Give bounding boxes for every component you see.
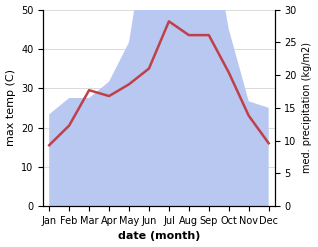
Y-axis label: med. precipitation (kg/m2): med. precipitation (kg/m2) [302, 42, 313, 173]
X-axis label: date (month): date (month) [118, 231, 200, 242]
Y-axis label: max temp (C): max temp (C) [5, 69, 16, 146]
